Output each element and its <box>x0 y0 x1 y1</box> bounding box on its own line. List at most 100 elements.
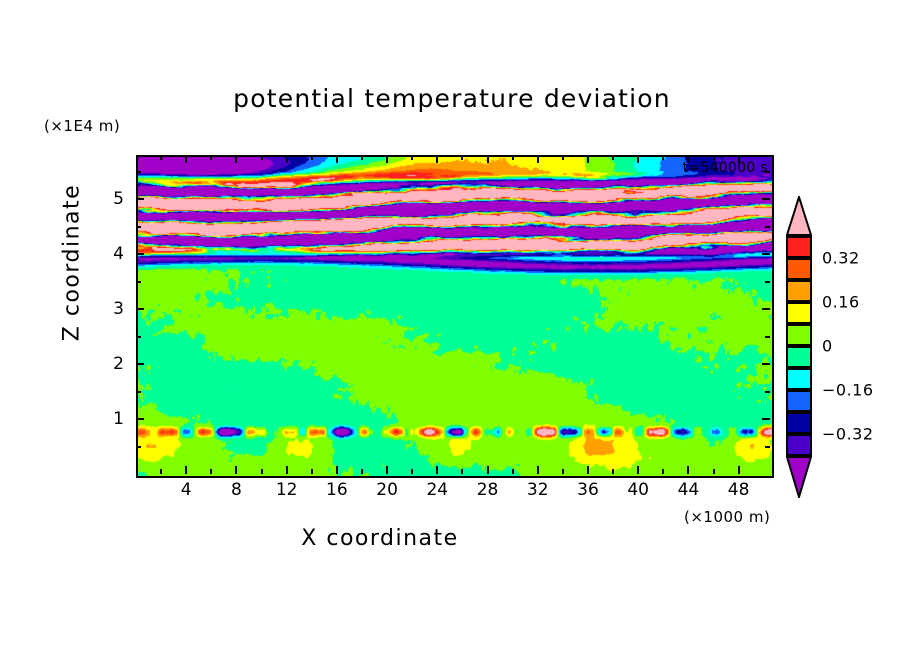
colorbar-band <box>786 302 812 324</box>
y-tick-minor <box>136 225 141 228</box>
y-tick <box>762 308 770 310</box>
y-tick <box>762 253 770 255</box>
colorbar-under-arrow <box>785 456 813 501</box>
colorbar-band <box>786 390 812 412</box>
x-tick-top <box>285 155 288 163</box>
colorbar-tick-label: −0.16 <box>822 380 874 400</box>
x-tick-minor <box>662 469 665 474</box>
colorbar-band <box>786 324 812 346</box>
x-tick-label: 36 <box>577 480 599 500</box>
colorbar-band <box>786 258 812 280</box>
y-tick <box>762 363 770 365</box>
x-tick <box>586 466 589 474</box>
x-tick-minor <box>310 155 313 160</box>
x-tick-top <box>185 155 188 163</box>
x-tick-minor <box>662 155 665 160</box>
y-tick-label: 4 <box>113 244 124 264</box>
y-tick <box>762 418 770 420</box>
x-tick <box>335 466 338 474</box>
x-tick-minor <box>160 469 163 474</box>
y-tick-minor <box>136 390 141 393</box>
y-axis-title: Z coordinate <box>59 183 85 342</box>
x-tick-top <box>536 155 539 163</box>
y-axis-unit-label: (×1E4 m) <box>44 117 121 135</box>
x-tick-minor <box>461 155 464 160</box>
x-tick <box>536 466 539 474</box>
y-tick <box>136 363 144 365</box>
colorbar-tick-label: 0.32 <box>822 248 860 268</box>
colorbar-band <box>786 368 812 390</box>
x-tick <box>687 466 690 474</box>
y-tick-minor <box>765 445 770 448</box>
y-tick-minor <box>136 445 141 448</box>
y-tick-label: 2 <box>113 354 124 374</box>
y-tick-minor <box>765 280 770 283</box>
page-title: potential temperature deviation <box>233 84 671 113</box>
colorbar-tick-label: 0.16 <box>822 292 860 312</box>
colorbar-over-arrow <box>785 193 813 236</box>
x-tick-label: 16 <box>326 480 348 500</box>
colorbar-band <box>786 236 812 258</box>
x-tick-top <box>637 155 640 163</box>
x-tick-minor <box>260 469 263 474</box>
y-tick <box>762 198 770 200</box>
x-tick-top <box>486 155 489 163</box>
x-tick-label: 28 <box>476 480 499 500</box>
x-tick-top <box>436 155 439 163</box>
x-tick-minor <box>561 469 564 474</box>
x-tick <box>737 466 740 474</box>
y-tick <box>136 198 144 200</box>
x-tick-label: 12 <box>275 480 298 500</box>
colorbar-band <box>786 346 812 368</box>
x-tick-top <box>235 155 238 163</box>
x-tick-minor <box>612 469 615 474</box>
contour-field <box>138 157 772 476</box>
x-tick-minor <box>360 155 363 160</box>
y-tick-minor <box>136 170 141 173</box>
y-tick-label: 1 <box>113 409 124 429</box>
x-tick-label: 20 <box>376 480 398 500</box>
x-tick-top <box>335 155 338 163</box>
x-tick-label: 32 <box>526 480 549 500</box>
x-axis-title: X coordinate <box>301 526 459 551</box>
x-tick <box>235 466 238 474</box>
x-tick-minor <box>210 155 213 160</box>
x-tick-minor <box>461 469 464 474</box>
y-tick-minor <box>136 280 141 283</box>
colorbar-tick-label: 0 <box>822 336 833 356</box>
x-tick-label: 48 <box>727 480 750 500</box>
y-tick-minor <box>765 335 770 338</box>
timestamp-annotation: t=540000 s <box>682 160 768 176</box>
y-tick-label: 3 <box>113 299 124 319</box>
x-tick-top <box>586 155 589 163</box>
x-tick-minor <box>411 155 414 160</box>
x-tick-minor <box>210 469 213 474</box>
x-tick <box>637 466 640 474</box>
x-tick-minor <box>511 469 514 474</box>
x-tick-minor <box>260 155 263 160</box>
x-tick-top <box>737 155 740 163</box>
x-tick <box>436 466 439 474</box>
x-tick <box>386 466 389 474</box>
y-tick <box>136 418 144 420</box>
x-tick <box>185 466 188 474</box>
x-tick <box>285 466 288 474</box>
colorbar-tick-label: −0.32 <box>822 424 874 444</box>
x-tick <box>486 466 489 474</box>
x-tick-minor <box>712 155 715 160</box>
x-tick-label: 4 <box>180 480 192 500</box>
y-tick-label: 5 <box>113 189 124 209</box>
x-tick-minor <box>360 469 363 474</box>
plot-area: t=540000 s <box>136 155 774 478</box>
x-tick-minor <box>511 155 514 160</box>
y-tick-minor <box>765 225 770 228</box>
x-tick-top <box>687 155 690 163</box>
x-tick-label: 8 <box>231 480 242 500</box>
x-tick-top <box>386 155 389 163</box>
y-tick-minor <box>765 170 770 173</box>
x-tick-minor <box>612 155 615 160</box>
x-tick-label: 24 <box>426 480 449 500</box>
y-tick <box>136 308 144 310</box>
y-tick-minor <box>765 390 770 393</box>
